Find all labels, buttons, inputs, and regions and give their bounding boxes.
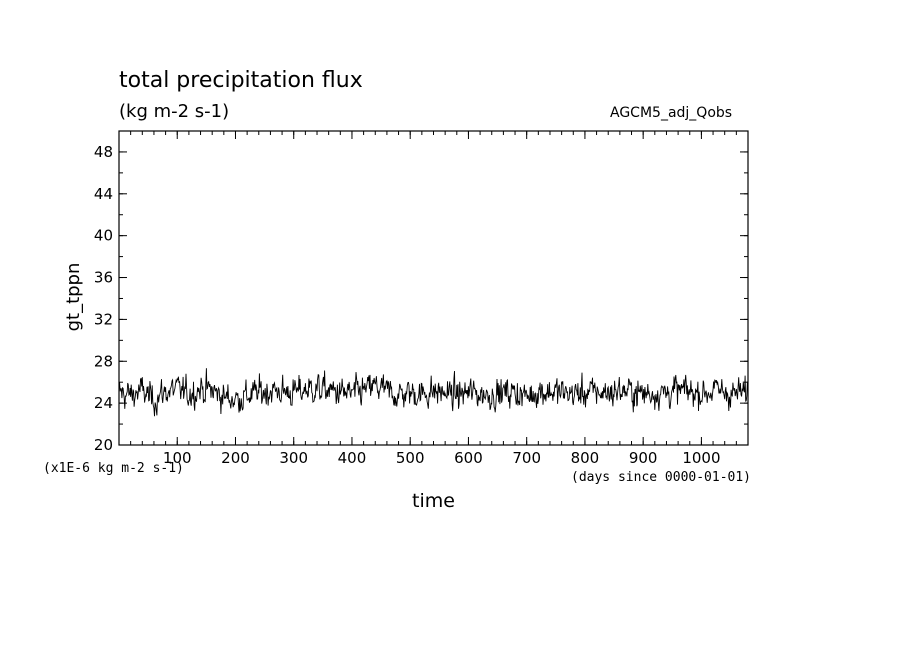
series-layer: [118, 368, 749, 417]
y-tick-label: 40: [94, 227, 113, 245]
y-tick-label: 24: [94, 394, 113, 412]
y-tick-label: 32: [94, 310, 113, 328]
run-label: AGCM5_adj_Qobs: [610, 105, 733, 121]
y-tick-label: 28: [94, 352, 113, 370]
y-tick-label: 48: [94, 143, 113, 161]
x-tick-label: 700: [512, 449, 541, 467]
x-tick-label: 300: [279, 449, 308, 467]
x-tick-label: 200: [221, 449, 250, 467]
x-tick-label: 500: [396, 449, 425, 467]
chart-title: total precipitation flux: [119, 68, 363, 93]
series-line-gt-tppn: [118, 368, 749, 417]
chart-units-subtitle: (kg m-2 s-1): [119, 101, 230, 122]
x-tick-label: 400: [338, 449, 367, 467]
plot-frame: [118, 130, 749, 446]
axis-ticks: 100 200 300 400 500 600 700 800 900 1000 20 24 28 32 3…: [94, 131, 748, 467]
y-tick-label: 20: [94, 436, 113, 454]
x-tick-label: 100: [163, 449, 192, 467]
x-unit-note: (days since 0000-01-01): [571, 470, 752, 485]
x-tick-label: 600: [454, 449, 483, 467]
y-tick-label: 44: [94, 185, 113, 203]
x-tick-label: 900: [629, 449, 658, 467]
x-tick-label: 800: [571, 449, 600, 467]
y-tick-label: 36: [94, 269, 113, 287]
y-scale-note: (x1E-6 kg m-2 s-1): [43, 461, 184, 476]
x-axis-title: time: [412, 490, 455, 512]
x-tick-label: 1000: [682, 449, 720, 467]
